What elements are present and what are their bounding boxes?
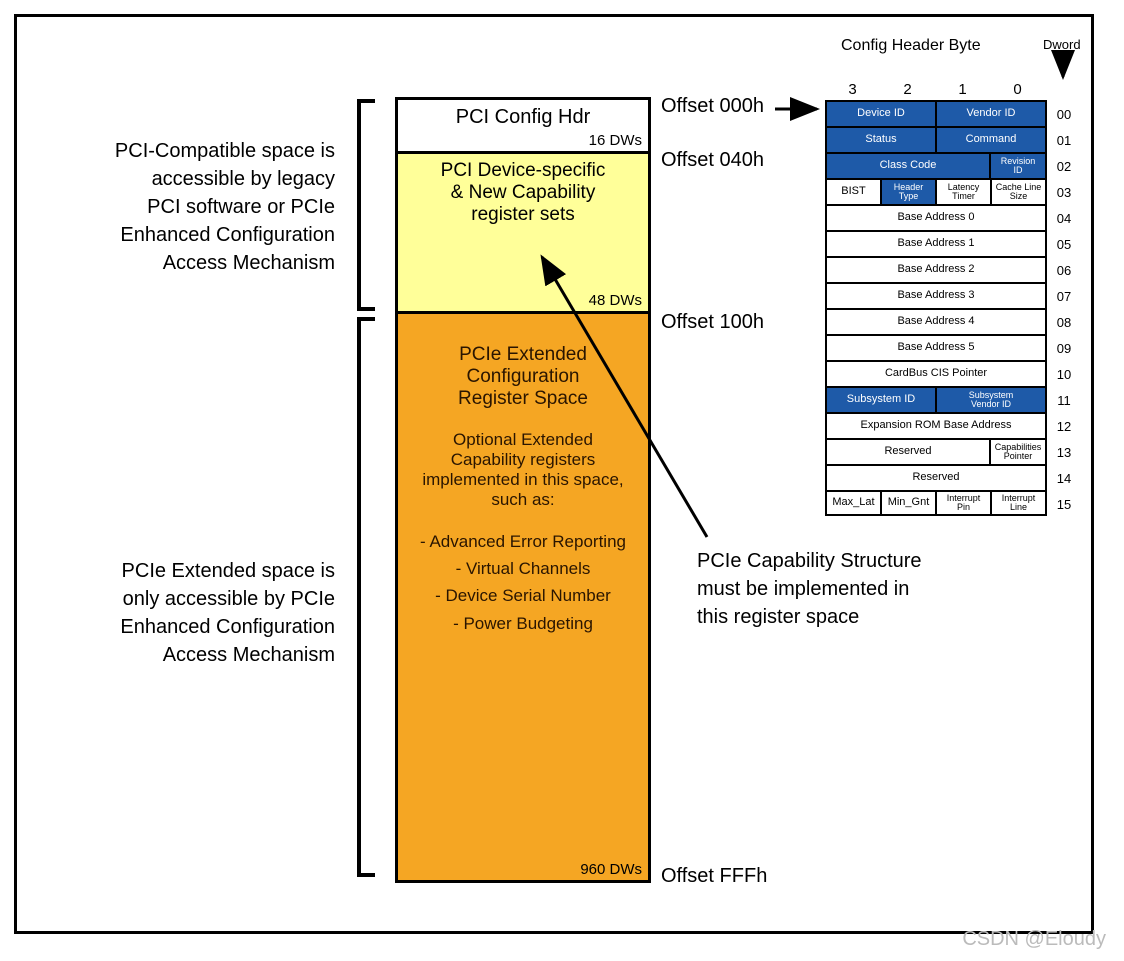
byte-label: 0	[990, 81, 1045, 98]
offset-label: Offset 000h	[661, 95, 764, 118]
config-header-table: 3 2 1 0 Device IDVendor IDStatusCommandC…	[825, 81, 1047, 516]
region-0: PCI Config Hdr16 DWs	[398, 100, 648, 154]
watermark-text: CSDN @Eloudy	[962, 928, 1106, 951]
byte-label: 1	[935, 81, 990, 98]
byte-label: 2	[880, 81, 935, 98]
config-space-stack: PCI Config Hdr16 DWsPCI Device-specific&…	[395, 97, 651, 883]
region-1: PCI Device-specific& New Capabilityregis…	[398, 154, 648, 314]
left-note-top: PCI-Compatible space isaccessible by leg…	[45, 137, 335, 277]
bracket-top	[357, 99, 375, 311]
dword-number-column: 00010203040506070809101112131415	[1051, 81, 1077, 516]
header-table-title: Config Header Byte	[841, 37, 981, 55]
offset-label: Offset 100h	[661, 311, 764, 334]
bracket-bottom	[357, 317, 375, 877]
byte-label: 3	[825, 81, 880, 98]
capability-annotation: PCIe Capability Structuremust be impleme…	[697, 547, 997, 631]
offset-label: Offset 040h	[661, 149, 764, 172]
dword-title: Dword	[1043, 37, 1081, 52]
region-2: PCIe ExtendedConfigurationRegister Space…	[398, 314, 648, 880]
byte-labels-row: 3 2 1 0	[825, 81, 1045, 98]
diagram-frame: PCI-Compatible space isaccessible by leg…	[14, 14, 1094, 934]
offset-label: Offset FFFh	[661, 865, 767, 888]
left-note-bottom: PCIe Extended space isonly accessible by…	[45, 557, 335, 669]
